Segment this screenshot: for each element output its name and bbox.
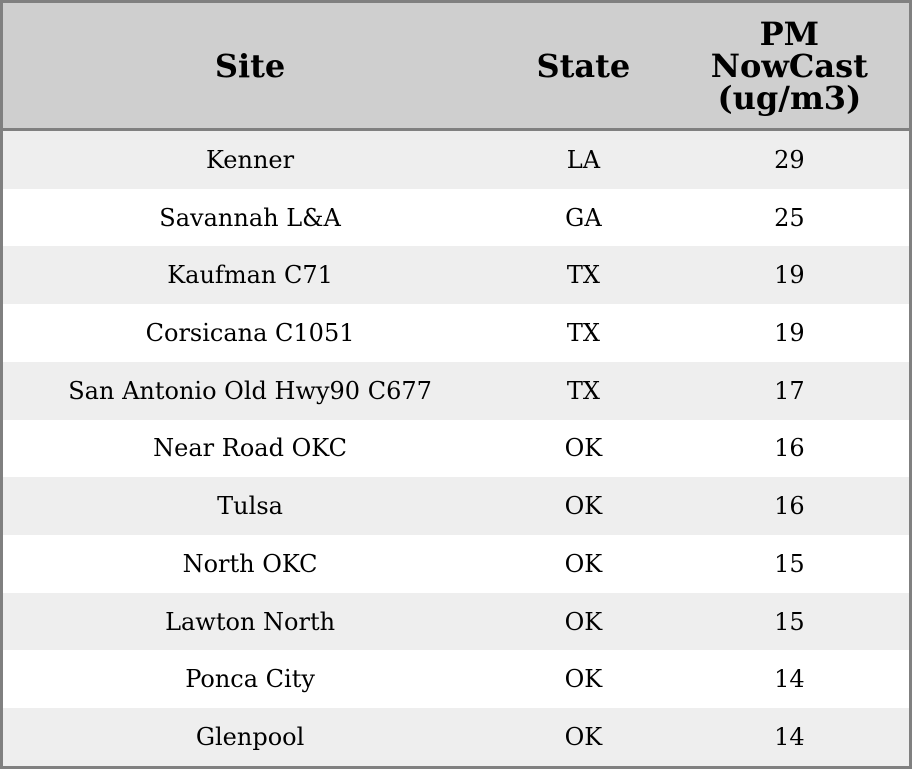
state-cell: TX — [497, 246, 670, 305]
site-cell: Glenpool — [1, 708, 498, 768]
pm-value-cell: 14 — [669, 650, 911, 709]
state-cell: TX — [497, 304, 670, 362]
table-row: North OKC OK 15 — [1, 535, 911, 593]
pm-value-cell: 19 — [669, 246, 911, 305]
pm-value-cell: 15 — [669, 535, 911, 593]
state-cell: GA — [497, 188, 670, 247]
state-cell: OK — [497, 477, 670, 536]
table-row: Near Road OKC OK 16 — [1, 419, 911, 478]
site-cell: San Antonio Old Hwy90 C677 — [1, 361, 498, 420]
table-row: San Antonio Old Hwy90 C677 TX 17 — [1, 361, 911, 420]
table-row: Kaufman C71 TX 19 — [1, 246, 911, 305]
site-cell: Tulsa — [1, 477, 498, 536]
site-cell: Corsicana C1051 — [1, 304, 498, 362]
table-row: Tulsa OK 16 — [1, 477, 911, 536]
site-cell: Kenner — [1, 129, 498, 189]
site-cell: Ponca City — [1, 650, 498, 709]
pm-value-cell: 14 — [669, 708, 911, 768]
table-row: Lawton North OK 15 — [1, 592, 911, 651]
table-row: Kenner LA 29 — [1, 129, 911, 189]
state-cell: LA — [497, 129, 670, 189]
header-site: Site — [1, 1, 498, 131]
state-cell: OK — [497, 419, 670, 478]
pm-value-cell: 29 — [669, 129, 911, 189]
site-cell: Savannah L&A — [1, 188, 498, 247]
state-cell: OK — [497, 650, 670, 709]
pm-value-cell: 19 — [669, 304, 911, 362]
header-row: Site State PM NowCast (ug/m3) — [1, 1, 911, 131]
table-row: Savannah L&A GA 25 — [1, 188, 911, 247]
pm-value-cell: 17 — [669, 361, 911, 420]
state-cell: TX — [497, 361, 670, 420]
pm-value-cell: 15 — [669, 592, 911, 651]
pm-value-cell: 25 — [669, 188, 911, 247]
site-cell: North OKC — [1, 535, 498, 593]
state-cell: OK — [497, 535, 670, 593]
header-state: State — [497, 1, 670, 131]
site-cell: Kaufman C71 — [1, 246, 498, 305]
header-pm-nowcast: PM NowCast (ug/m3) — [669, 1, 911, 131]
state-cell: OK — [497, 592, 670, 651]
site-cell: Near Road OKC — [1, 419, 498, 478]
site-cell: Lawton North — [1, 592, 498, 651]
table-row: Glenpool OK 14 — [1, 708, 911, 768]
pm-value-cell: 16 — [669, 477, 911, 536]
pm-value-cell: 16 — [669, 419, 911, 478]
table-row: Ponca City OK 14 — [1, 650, 911, 709]
state-cell: OK — [497, 708, 670, 768]
table-row: Corsicana C1051 TX 19 — [1, 304, 911, 362]
